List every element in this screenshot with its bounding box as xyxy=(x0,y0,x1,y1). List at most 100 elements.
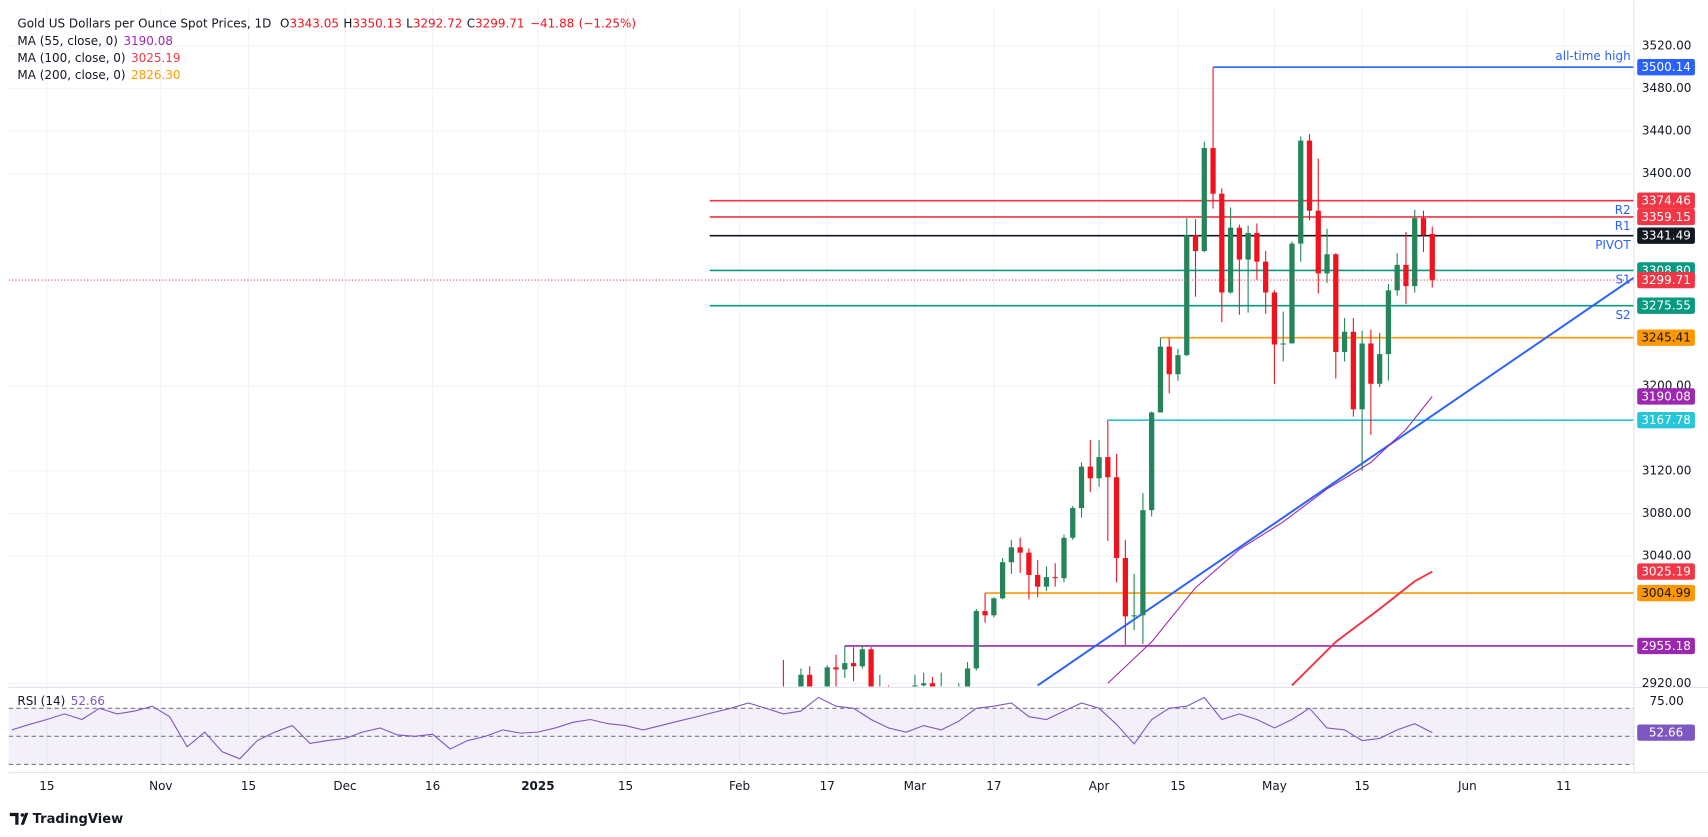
candle-body xyxy=(1236,227,1242,260)
price-label: 3245.41 xyxy=(1641,331,1691,345)
rsi-label: 52.66 xyxy=(1649,726,1683,740)
candle-body xyxy=(1333,254,1339,352)
change: −41.88 xyxy=(530,17,574,31)
price-label-bg xyxy=(1637,411,1695,429)
x-tick-label: 15 xyxy=(39,779,54,793)
legend: Gold US Dollars per Ounce Spot Prices, 1… xyxy=(17,17,636,709)
candle-body xyxy=(991,598,997,616)
candle-body xyxy=(1254,233,1260,262)
candle-body xyxy=(833,667,839,670)
rsi-legend-name: RSI (14) xyxy=(17,694,65,708)
x-tick-label: 16 xyxy=(425,779,440,793)
level-tag: PIVOT xyxy=(1595,238,1631,252)
price-label-bg xyxy=(1637,208,1695,226)
candle-body xyxy=(1043,577,1050,587)
candle-body xyxy=(929,683,936,687)
candle-body xyxy=(1350,331,1356,410)
candle-body xyxy=(1394,264,1400,291)
candle-body xyxy=(1070,508,1076,538)
price-label-bg xyxy=(1637,297,1695,314)
candle-body xyxy=(1087,466,1093,479)
y-tick-label: 3440.00 xyxy=(1642,124,1692,138)
x-tick-label: Dec xyxy=(333,779,356,793)
ohlc-letter: O xyxy=(280,17,289,31)
price-label-bg xyxy=(1637,563,1695,580)
candle-body xyxy=(1149,412,1155,511)
x-tick-label: Feb xyxy=(729,779,750,793)
price-label: 2955.18 xyxy=(1641,639,1691,653)
price-label-bg xyxy=(1637,388,1695,405)
candle-body xyxy=(1131,615,1137,617)
candle-body xyxy=(1341,331,1348,352)
candle-body xyxy=(1017,547,1023,553)
ma-legend-value: 3190.08 xyxy=(123,34,173,48)
level-tag: R2 xyxy=(1615,203,1631,217)
ma-legend-value: 3025.19 xyxy=(131,51,181,65)
candle-body xyxy=(1420,218,1427,236)
price-label-bg xyxy=(1637,192,1695,209)
axes: 15 Nov 15 Dec 16 2025 15 Feb 17 Mar 17 Apr 15 May 15 Ju… xyxy=(39,39,1695,793)
moving-average xyxy=(1291,570,1433,687)
ohlc-letter: H xyxy=(343,17,352,31)
candle-body xyxy=(1201,148,1207,252)
price-label-bg xyxy=(1637,271,1695,289)
price-label: 3500.14 xyxy=(1641,60,1691,74)
price-label-bg xyxy=(1637,329,1695,346)
x-tick-label: 11 xyxy=(1556,779,1571,793)
price-label-bg xyxy=(1637,637,1695,655)
candle-body xyxy=(999,562,1006,599)
price-label: 3275.55 xyxy=(1641,299,1691,313)
price-label: 3004.99 xyxy=(1641,586,1691,600)
trendline xyxy=(1037,276,1634,687)
candle-body xyxy=(1368,343,1374,384)
rsi-pane xyxy=(8,696,1634,765)
ma-legend-name: MA (100, close, 0) xyxy=(17,51,125,65)
candle-body xyxy=(964,668,971,687)
candle-body xyxy=(1306,140,1313,211)
candle-body xyxy=(1175,355,1181,375)
candle-body xyxy=(912,685,918,687)
x-tick-label: Nov xyxy=(149,779,172,793)
price-label: 3167.78 xyxy=(1641,413,1691,427)
y-tick-label: 3080.00 xyxy=(1642,506,1692,520)
candle-body xyxy=(807,674,813,687)
ma-legend-value: 2826.30 xyxy=(131,68,181,82)
ohlc-value: 3350.13 xyxy=(352,17,402,31)
candle-body xyxy=(1096,457,1102,479)
brand-name: TradingView xyxy=(33,812,123,827)
y-tick-label: 3120.00 xyxy=(1642,463,1692,477)
x-tick-label: 15 xyxy=(1170,779,1185,793)
x-tick-label: 15 xyxy=(618,779,633,793)
price-label-bg xyxy=(1637,59,1695,76)
rsi-line xyxy=(11,696,1433,760)
moving-average xyxy=(1107,396,1433,684)
candle-body xyxy=(1359,343,1365,410)
candle-body xyxy=(1192,235,1199,252)
ohlc-value: 3299.71 xyxy=(475,17,524,31)
candle-body xyxy=(1289,243,1295,344)
logo-icon xyxy=(9,812,29,825)
price-label: 3341.49 xyxy=(1641,229,1691,243)
level-tag: S1 xyxy=(1615,273,1630,287)
candle-body xyxy=(1429,234,1435,281)
price-label-bg xyxy=(1637,584,1695,602)
candle-body xyxy=(1035,574,1041,587)
candle-body xyxy=(1315,210,1321,274)
y-tick-label: 3480.00 xyxy=(1642,81,1692,95)
y-tick-label: 2920.00 xyxy=(1642,676,1692,690)
price-label: 3359.15 xyxy=(1641,210,1691,224)
x-tick-label: 2025 xyxy=(521,779,554,793)
candle-body xyxy=(1245,233,1251,260)
x-tick-label: 15 xyxy=(1354,779,1369,793)
price-label-bg xyxy=(1637,227,1695,244)
ma-legend-name: MA (55, close, 0) xyxy=(17,34,118,48)
candle-body xyxy=(1219,193,1225,293)
candle-body xyxy=(1105,457,1111,478)
candle-body xyxy=(798,674,804,687)
x-tick-label: Mar xyxy=(904,779,927,793)
x-tick-label: 15 xyxy=(241,779,256,793)
ohlc-value: 3292.72 xyxy=(413,17,463,31)
price-label: 3299.71 xyxy=(1641,273,1691,287)
